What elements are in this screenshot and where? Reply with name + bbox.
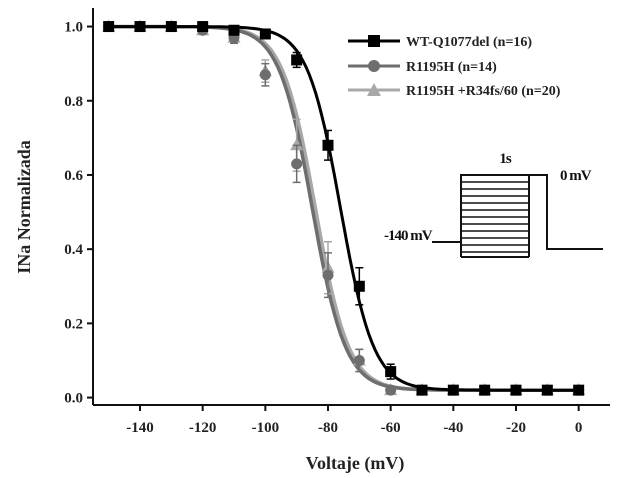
plot-axes (92, 8, 610, 406)
y-tick-label: 0.0 (64, 391, 83, 407)
legend-label-r1195h: R1195H (n=14) (406, 60, 497, 75)
data-point-square (385, 366, 397, 378)
data-point-square (479, 384, 491, 396)
legend-label-wt: WT-Q1077del (n=16) (406, 35, 532, 50)
legend-marker-wt (368, 35, 380, 47)
legend: WT-Q1077del (n=16) R1195H (n=14) R1195H … (348, 35, 561, 99)
y-tick-label: 0.4 (64, 242, 83, 258)
voltage-protocol-inset: 1s 0 mV -140 mV (384, 151, 603, 258)
fit-curve-0 (108, 25, 579, 392)
fit-curves (108, 24, 579, 392)
y-tick-group: 0.0 0.2 0.4 0.6 0.8 1.0 (64, 20, 93, 407)
data-point-square (573, 384, 585, 396)
data-point-square (416, 384, 428, 396)
data-point-circle (322, 269, 334, 281)
x-tick-label: 0 (575, 420, 583, 436)
x-tick-label: -80 (318, 420, 338, 436)
data-point-square (322, 139, 334, 151)
inset-test-label: 0 mV (560, 168, 592, 184)
data-point-circle (353, 354, 365, 366)
data-points (102, 19, 586, 396)
y-tick-label: 1.0 (64, 20, 83, 36)
data-point-square (165, 21, 177, 33)
y-tick-label: 0.8 (64, 94, 83, 110)
x-tick-label: -40 (443, 420, 463, 436)
data-point-triangle (290, 138, 304, 151)
data-point-square (103, 21, 115, 33)
x-tick-label: -140 (126, 420, 154, 436)
x-tick-label: -100 (252, 420, 280, 436)
legend-marker-r1195h-r34fs (367, 83, 381, 96)
data-point-square (259, 28, 271, 40)
data-point-square (197, 21, 209, 33)
protocol-steps (460, 175, 529, 257)
x-tick-label: -120 (189, 420, 217, 436)
inset-hold-label: -140 mV (384, 228, 433, 244)
x-tick-group: -140 -120 -100 -80 -60 -40 -20 0 (126, 405, 582, 436)
data-point-circle (291, 158, 303, 170)
x-tick-label: -20 (506, 420, 526, 436)
inset-duration-label: 1s (499, 151, 512, 167)
data-point-square (134, 21, 146, 33)
x-tick-label: -60 (381, 420, 401, 436)
fit-curve-2 (108, 24, 579, 392)
x-axis-title: Voltaje (mV) (306, 453, 405, 474)
legend-marker-r1195h (368, 60, 380, 72)
data-point-square (541, 384, 553, 396)
data-point-square (228, 24, 240, 36)
data-point-square (291, 54, 303, 66)
y-axis-title: INa Normalizada (14, 140, 34, 274)
data-point-square (353, 280, 365, 292)
data-point-square (510, 384, 522, 396)
y-tick-label: 0.2 (64, 316, 83, 332)
data-point-circle (259, 69, 271, 81)
protocol-trace (432, 174, 603, 250)
data-point-circle (385, 384, 397, 396)
y-tick-label: 0.6 (64, 168, 83, 184)
data-point-square (447, 384, 459, 396)
legend-label-r1195h-r34fs: R1195H +R34fs/60 (n=20) (406, 84, 561, 99)
